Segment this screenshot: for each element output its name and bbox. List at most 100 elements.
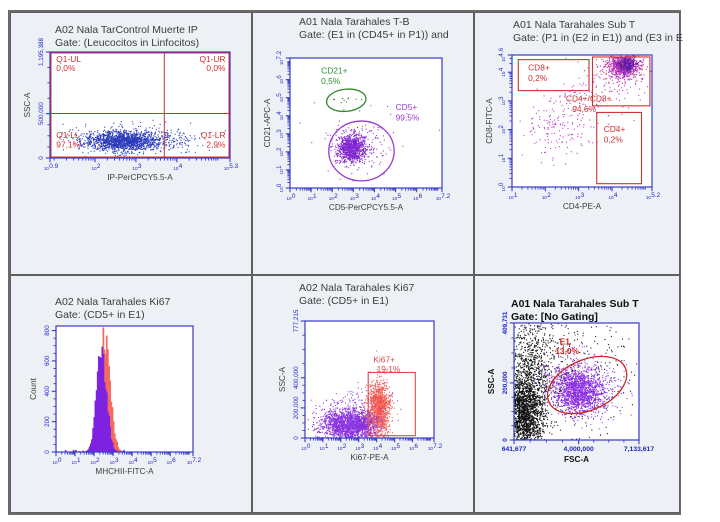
plot-area[interactable]	[56, 326, 193, 452]
svg-text:Q1-LR: Q1-LR	[201, 130, 226, 140]
svg-text:200: 200	[44, 416, 51, 427]
flow-plot-2[interactable]: 101 102 103 104 105.2100101102103104104.6CD4…	[475, 13, 681, 276]
gate-q1-region[interactable]	[50, 52, 230, 158]
gate-cd4[interactable]	[596, 111, 643, 185]
svg-text:103: 103	[132, 163, 141, 171]
svg-text:104: 104	[373, 443, 382, 451]
svg-text:105: 105	[391, 443, 400, 451]
svg-text:CD21-APC-A: CD21-APC-A	[263, 98, 272, 147]
gate-cd21[interactable]	[325, 87, 367, 113]
svg-text:106: 106	[167, 457, 176, 465]
svg-text:104: 104	[276, 111, 284, 120]
svg-text:106: 106	[409, 443, 418, 451]
plot-area[interactable]	[290, 58, 442, 188]
axis-frame	[49, 51, 231, 159]
svg-text:CD8+: CD8+	[528, 63, 550, 73]
svg-text:104: 104	[609, 192, 618, 200]
svg-text:103: 103	[575, 192, 584, 200]
svg-text:97,1%: 97,1%	[56, 140, 80, 150]
panel-ki67-scatter[interactable]: A02 Nala Tarahales Ki67 Gate: (CD5+ in E…	[252, 275, 474, 513]
flow-plot-4[interactable]: 100 101 102 103 104 105 106 107.2 0 200,000 400,00…	[253, 276, 475, 514]
flow-plot-1[interactable]: 100 101 102 103 104 105 106 107.2 100 101 102 103 10…	[253, 13, 475, 276]
svg-text:107.2: 107.2	[436, 193, 451, 201]
svg-text:107.2: 107.2	[187, 457, 202, 465]
svg-text:1,195,388: 1,195,388	[38, 37, 45, 66]
svg-text:104: 104	[173, 163, 182, 171]
svg-text:0,2%: 0,2%	[528, 73, 548, 83]
svg-text:102: 102	[91, 457, 100, 465]
svg-text:400: 400	[44, 386, 51, 397]
svg-text:400,000: 400,000	[293, 366, 300, 389]
svg-text:102: 102	[276, 147, 284, 156]
svg-text:19,1%: 19,1%	[377, 364, 401, 374]
svg-text:CD4+/CD8+: CD4+/CD8+	[566, 94, 612, 104]
svg-text:Ki67-PE-A: Ki67-PE-A	[350, 453, 389, 462]
svg-text:Ki67+: Ki67+	[373, 355, 395, 365]
svg-text:800: 800	[44, 325, 51, 336]
svg-text:106: 106	[276, 75, 284, 84]
svg-text:105.3: 105.3	[224, 163, 239, 171]
svg-text:100: 100	[53, 457, 62, 465]
flow-plot-3[interactable]: 100 101 102 103 104 105 106 107.2 0 200 400 600 800 M…	[11, 276, 253, 514]
svg-text:409,731: 409,731	[502, 311, 509, 334]
svg-text:CD21+: CD21+	[321, 65, 347, 75]
gate-ki67[interactable]	[367, 371, 416, 437]
svg-text:102: 102	[337, 443, 346, 451]
scatter-points	[50, 119, 226, 158]
svg-text:99,5%: 99,5%	[396, 112, 420, 122]
svg-text:Q1-LL: Q1-LL	[56, 130, 80, 140]
svg-text:0,0%: 0,0%	[56, 63, 76, 73]
scatter-points	[299, 97, 441, 182]
gate-cd4-cd8[interactable]	[591, 56, 651, 107]
svg-text:CD8-FITC-A: CD8-FITC-A	[485, 98, 494, 144]
svg-text:SSC-A: SSC-A	[487, 369, 496, 395]
scatter-points	[307, 350, 402, 438]
gate-e1[interactable]	[539, 345, 636, 425]
svg-text:102: 102	[92, 163, 101, 171]
panel-t-b[interactable]: A01 Nala Tarahales T-B Gate: (E1 in (CD4…	[252, 12, 474, 275]
svg-text:105: 105	[392, 193, 401, 201]
svg-text:SSC-A: SSC-A	[23, 92, 32, 118]
gate-cd5[interactable]	[328, 120, 395, 182]
svg-text:4,000,000: 4,000,000	[564, 446, 594, 453]
svg-text:105.2: 105.2	[646, 192, 661, 200]
gate-cd8[interactable]	[517, 59, 590, 92]
svg-text:0: 0	[293, 436, 300, 440]
panel-sub-t[interactable]: A01 Nala Tarahales Sub T Gate: (P1 in (E…	[474, 12, 683, 276]
svg-text:104: 104	[371, 193, 380, 201]
svg-text:600: 600	[44, 355, 51, 366]
panel-ki67-hist[interactable]: A02 Nala Tarahales Ki67 Gate: (CD5+ in E…	[10, 275, 252, 513]
flow-plot-0[interactable]: 100.9 102 103 104 105.3 0 500,000 1,195,388 IP-P…	[11, 13, 253, 276]
svg-text:CD5+: CD5+	[396, 102, 418, 112]
svg-text:104: 104	[498, 67, 506, 76]
panel-sub-t-fsc-ssc[interactable]: A01 Nala Tarahales Sub T Gate: [No Gatin…	[474, 275, 680, 513]
svg-text:200,000: 200,000	[293, 396, 300, 419]
svg-text:0: 0	[502, 438, 509, 442]
quadrant-gate[interactable]	[51, 53, 229, 157]
svg-text:104.6: 104.6	[498, 47, 506, 62]
flow-plot-5[interactable]: 641,677 4,000,000 7,133,617 0 200,000 409,731…	[475, 276, 681, 514]
svg-text:101: 101	[308, 193, 317, 201]
plot-grid: A02 Nala TarControl Muerte IP Gate: (Leu…	[8, 10, 683, 515]
svg-text:2,9%: 2,9%	[206, 140, 226, 150]
svg-text:101: 101	[319, 443, 328, 451]
svg-text:103: 103	[355, 443, 364, 451]
svg-text:100: 100	[287, 193, 296, 201]
svg-text:106: 106	[413, 193, 422, 201]
svg-text:MHCHII-FITC-A: MHCHII-FITC-A	[95, 467, 154, 476]
svg-text:500,000: 500,000	[38, 102, 45, 125]
svg-text:107.2: 107.2	[428, 443, 443, 451]
svg-text:100: 100	[498, 182, 506, 191]
svg-text:101: 101	[509, 192, 518, 200]
svg-text:FSC-A: FSC-A	[564, 455, 589, 464]
svg-text:777,215: 777,215	[293, 309, 300, 332]
svg-text:101: 101	[72, 457, 81, 465]
plot-area[interactable]	[512, 55, 652, 187]
svg-text:E1: E1	[560, 337, 571, 347]
panel-muerte-ip[interactable]: A02 Nala TarControl Muerte IP Gate: (Leu…	[10, 12, 252, 275]
svg-text:Q1-UR: Q1-UR	[199, 54, 225, 64]
svg-text:IP-PerCPCY5.5-A: IP-PerCPCY5.5-A	[107, 173, 173, 182]
svg-text:13,0%: 13,0%	[555, 346, 579, 356]
svg-text:103: 103	[110, 457, 119, 465]
